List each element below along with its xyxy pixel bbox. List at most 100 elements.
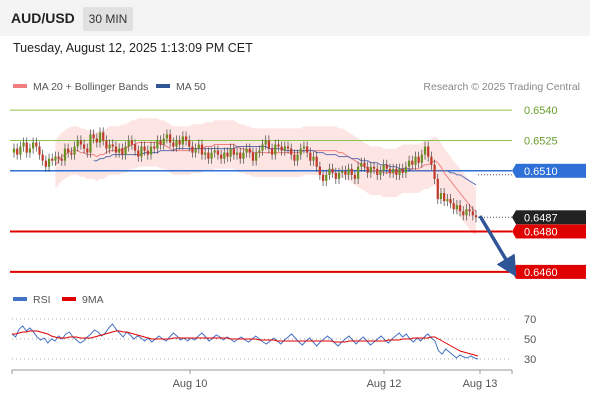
candle-body [32,142,35,149]
candle [423,141,427,160]
candle [118,143,121,158]
rsi-legend-swatch [13,297,27,301]
candle-body [28,148,32,153]
candle [248,143,251,158]
candle-body [321,174,325,181]
candle-body [325,174,328,181]
candle-body [328,168,331,175]
candle-body [60,158,63,161]
candle-body [306,146,309,153]
candle-body [395,168,398,175]
candle-body [363,162,366,167]
candle [427,141,430,162]
level-box-support [516,264,586,279]
candle-body [108,144,111,149]
candle [54,151,57,166]
candle-body [197,144,200,149]
candle-body [133,144,137,151]
candle-body [427,146,430,157]
candle [449,194,452,209]
candle [382,159,385,176]
candle [232,143,235,160]
candle [229,143,232,162]
candle [149,141,153,160]
candle [73,141,76,160]
level-box-pointer [512,163,516,178]
candle [270,143,274,160]
candle [293,149,296,166]
candle-body [216,150,220,155]
candle-body [312,156,315,161]
candle [82,139,86,154]
candle [274,139,277,160]
candle [309,147,312,166]
candle-body [92,134,95,139]
candle [223,147,226,164]
candle [474,210,478,223]
candle-body [334,172,337,179]
candle [165,129,169,144]
candle-body [95,138,98,143]
candle [366,161,369,178]
candle-body [376,168,379,175]
candle [388,163,392,178]
candle [226,147,229,162]
candle [264,135,267,150]
timestamp-label: Tuesday, August 12, 2025 1:13:09 PM CET [13,41,253,55]
candle [175,135,178,152]
candle [22,137,25,152]
candle [38,141,41,160]
candle [19,141,22,160]
candle [280,141,283,156]
candle [315,151,318,172]
candle [443,187,446,207]
rsi-legend-label: RSI [33,294,51,306]
candle [344,165,347,180]
timeframe-button[interactable]: 30 MIN [83,7,133,31]
candle-body [188,140,191,147]
candle-body [229,148,232,157]
candle-body [420,154,423,163]
candle-body [140,146,143,157]
candle-body [290,148,293,155]
candle-body [204,152,207,155]
candle-body [436,178,439,200]
candle-body [82,144,86,149]
candle [398,163,401,180]
candle-body [372,166,376,169]
candle-body [356,166,360,179]
candle [446,194,449,207]
candle-body [156,140,159,149]
candle [363,157,366,172]
candle [353,169,357,184]
candle-body [331,168,334,173]
candle-body [398,168,401,175]
candle [57,151,60,164]
level-box-pointer [512,210,516,225]
rsi-panel: 70 50 30 [11,314,536,366]
candle [213,145,216,158]
candle-body [401,168,404,173]
candle-body [67,148,70,153]
candle [79,135,83,150]
candle-body [433,164,436,179]
candle [321,169,325,186]
candle [350,163,353,180]
candle [331,163,334,178]
level-box-support [516,224,586,239]
candle [140,141,143,162]
candle-body [239,152,242,159]
ma20-legend-label: MA 20 + Bollinger Bands [33,81,148,93]
candle-body [379,170,382,175]
candle [239,147,242,164]
level-box-pivot [516,163,586,178]
candle-body [111,144,114,147]
level-label-pivot: 0.6510 [524,166,558,178]
candle [337,167,341,184]
candle [411,155,414,170]
candle-body [213,150,216,153]
candle [159,135,162,150]
level-box-pointer [512,264,516,279]
candle-body [302,146,306,149]
